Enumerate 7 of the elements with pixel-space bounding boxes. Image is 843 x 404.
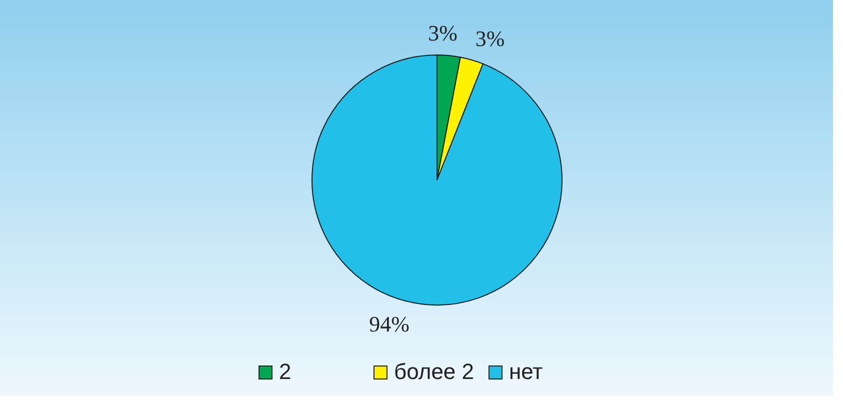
- data-label: 3%: [428, 20, 458, 46]
- pie-slice: [312, 54, 562, 306]
- legend-label: более 2: [394, 359, 474, 384]
- data-label: 3%: [475, 26, 505, 51]
- legend-label: 2: [279, 359, 292, 384]
- data-label: 94%: [369, 311, 410, 336]
- legend-label: нет: [509, 359, 543, 384]
